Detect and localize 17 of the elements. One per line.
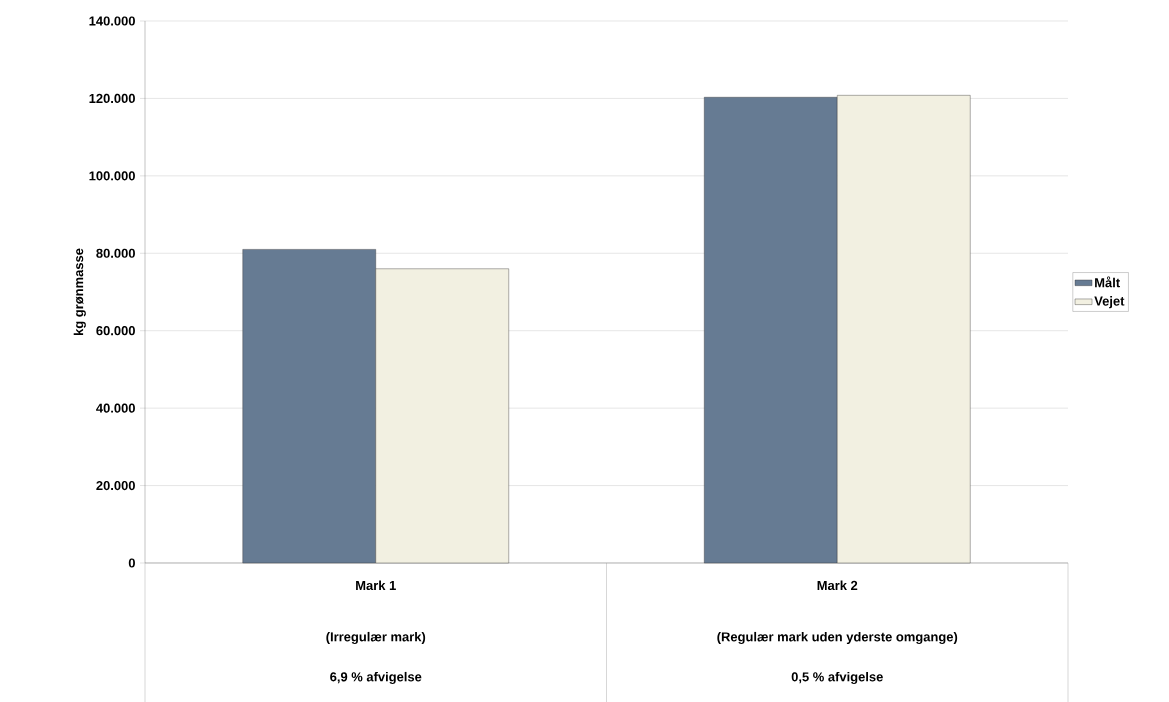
legend-label: Vejet xyxy=(1094,296,1125,309)
y-tick-label: 100.000 xyxy=(89,171,135,181)
text: 0,5 % afvigelse xyxy=(791,671,883,684)
x-tick-label: Mark 1 xyxy=(356,580,396,590)
text: 6,9 % afvigelse xyxy=(330,671,422,684)
y-tick-label: 140.000 xyxy=(89,16,135,26)
y-tick-label: 120.000 xyxy=(89,93,135,103)
text: (Regulær mark uden yderste omgange) xyxy=(717,631,958,644)
legend-label: Målt xyxy=(1095,276,1120,288)
y-tick-label: 40.000 xyxy=(96,403,135,413)
y-tick-label: 20.000 xyxy=(96,480,135,491)
y-tick-label: 0 xyxy=(128,558,135,568)
y-axis-title: kg grønmasse xyxy=(73,248,86,335)
x-tick-label: Mark 2 xyxy=(817,580,858,590)
y-tick-label: 80.000 xyxy=(96,248,135,258)
text: (Irregulær mark) xyxy=(326,631,426,644)
y-tick-label: 60.000 xyxy=(96,326,135,336)
